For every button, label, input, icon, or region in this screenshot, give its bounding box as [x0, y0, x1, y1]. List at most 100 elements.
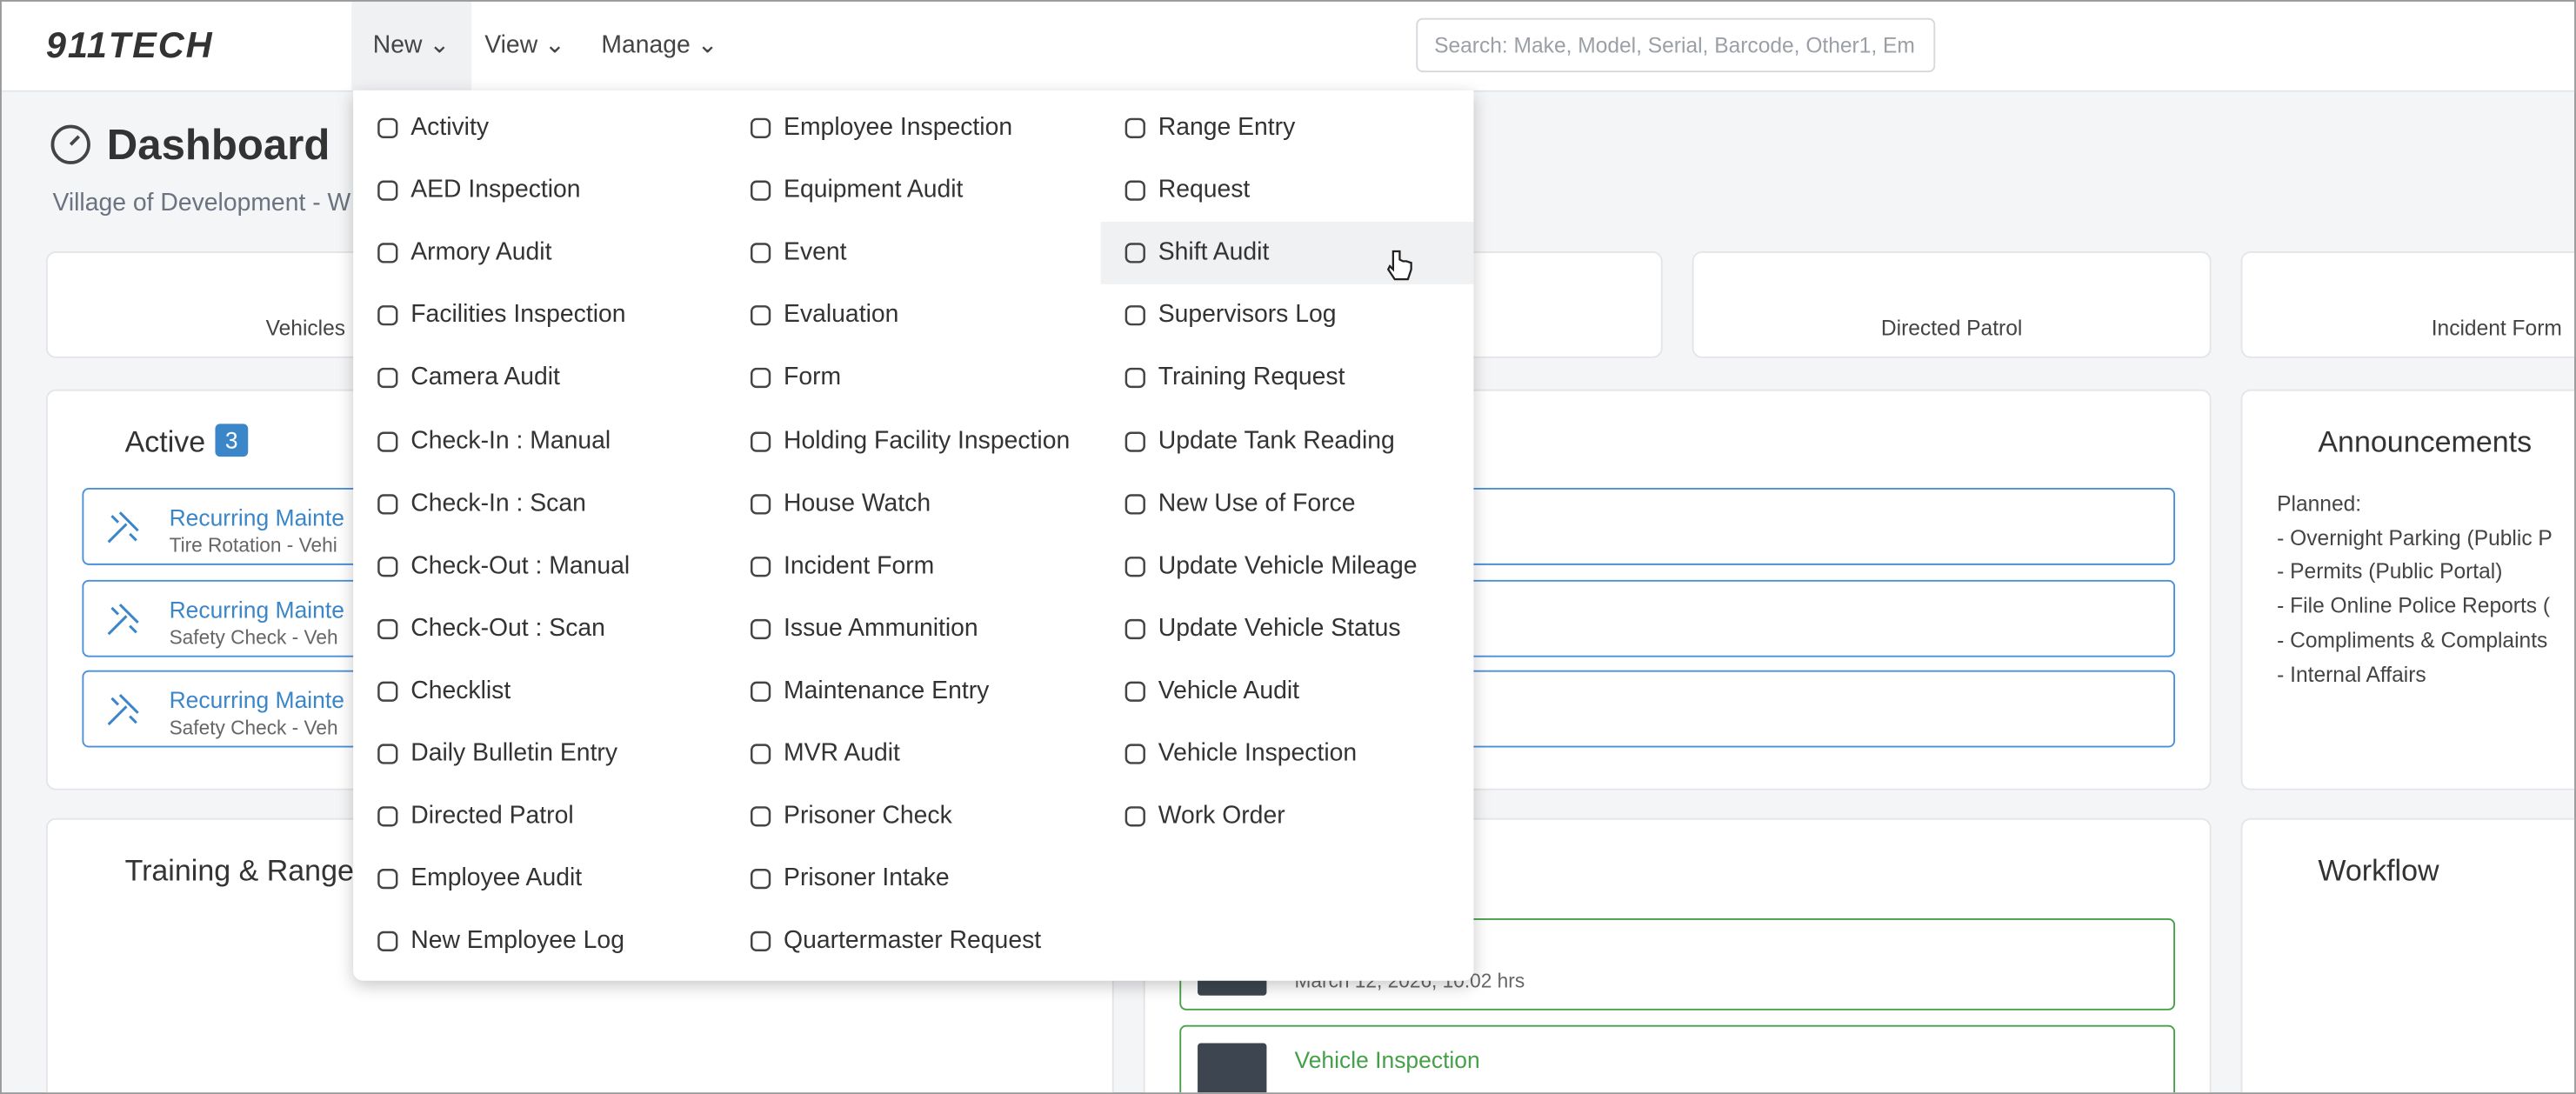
- menu-item[interactable]: Update Vehicle Mileage: [1101, 535, 1474, 597]
- menu-item[interactable]: Activity: [353, 97, 726, 159]
- menu-item-label[interactable]: Update Tank Reading: [1158, 426, 1395, 455]
- menu-item-label[interactable]: Range Entry: [1158, 113, 1296, 142]
- menu-item-label[interactable]: Check-Out : Manual: [410, 551, 631, 580]
- menu-item-label[interactable]: Directed Patrol: [410, 802, 574, 831]
- menu-item-label[interactable]: Vehicle Audit: [1158, 677, 1300, 705]
- menu-item[interactable]: Holding Facility Inspection: [726, 410, 1099, 472]
- menu-item[interactable]: Vehicle Audit: [1101, 660, 1474, 723]
- menu-item-label[interactable]: AED Inspection: [410, 176, 581, 204]
- menu-item[interactable]: Daily Bulletin Entry: [353, 723, 726, 785]
- tile[interactable]: Incident Form: [2240, 251, 2575, 358]
- tile[interactable]: Directed Patrol: [1692, 251, 2212, 358]
- menu-item[interactable]: Form: [726, 347, 1099, 410]
- menu-item-label[interactable]: Camera Audit: [410, 364, 560, 392]
- menu-item-label[interactable]: Employee Audit: [410, 864, 583, 893]
- menu-item[interactable]: Quartermaster Request: [726, 911, 1099, 973]
- menu-item-label[interactable]: Check-Out : Scan: [410, 614, 605, 643]
- menu-item-label[interactable]: Supervisors Log: [1158, 301, 1337, 330]
- menu-item[interactable]: Employee Audit: [353, 848, 726, 911]
- menu-item[interactable]: Employee Inspection: [726, 97, 1099, 159]
- menu-item[interactable]: Checklist: [353, 660, 726, 723]
- menu-item-label[interactable]: Training Request: [1158, 364, 1345, 392]
- menu-item-label[interactable]: Quartermaster Request: [784, 926, 1042, 956]
- menu-item[interactable]: Directed Patrol: [353, 785, 726, 848]
- menu-item[interactable]: Request: [1101, 159, 1474, 222]
- menu-item-label[interactable]: Update Vehicle Mileage: [1158, 551, 1418, 580]
- menu-item-label[interactable]: Update Vehicle Status: [1158, 614, 1401, 643]
- tile-label[interactable]: Incident Form: [2431, 315, 2562, 341]
- menu-item[interactable]: House Watch: [726, 472, 1099, 535]
- menu-item[interactable]: Check-In : Manual: [353, 410, 726, 472]
- menu-item[interactable]: Prisoner Intake: [726, 848, 1099, 911]
- menu-item-label[interactable]: Vehicle Inspection: [1158, 739, 1358, 768]
- menu-item[interactable]: Maintenance Entry: [726, 660, 1099, 723]
- menu-item[interactable]: Training Request: [1101, 347, 1474, 410]
- menu-item-label[interactable]: Holding Facility Inspection: [784, 426, 1071, 455]
- menu-item-label[interactable]: Prisoner Intake: [784, 864, 950, 893]
- menu-item[interactable]: Equipment Audit: [726, 159, 1099, 222]
- search-input[interactable]: Search: Make, Model, Serial, Barcode, Ot…: [1416, 17, 1936, 73]
- menu-item[interactable]: Check-In : Scan: [353, 472, 726, 535]
- tile-label[interactable]: Directed Patrol: [1880, 315, 2023, 341]
- menu-item-label[interactable]: Work Order: [1158, 802, 1285, 831]
- menu-icon: [750, 493, 771, 514]
- menu-item-label[interactable]: Maintenance Entry: [784, 677, 990, 705]
- menu-icon: [750, 869, 771, 890]
- menu-item[interactable]: Evaluation: [726, 284, 1099, 347]
- menu-item[interactable]: Check-Out : Scan: [353, 597, 726, 660]
- menu-item-label[interactable]: Equipment Audit: [784, 176, 964, 204]
- menu-item-label[interactable]: Employee Inspection: [784, 113, 1013, 142]
- item-title[interactable]: Vehicle Inspection: [1294, 1046, 1480, 1073]
- menu-item-label[interactable]: Issue Ammunition: [784, 614, 978, 643]
- menu-item-label[interactable]: Check-In : Scan: [410, 489, 586, 517]
- menu-item-label[interactable]: New Use of Force: [1158, 489, 1356, 517]
- menu-item[interactable]: Update Tank Reading: [1101, 410, 1474, 472]
- menu-item[interactable]: Armory Audit: [353, 222, 726, 284]
- menu-item[interactable]: Vehicle Inspection: [1101, 723, 1474, 785]
- menu-item[interactable]: Prisoner Check: [726, 785, 1099, 848]
- nav-view[interactable]: View ⌄: [484, 30, 565, 60]
- menu-item-label[interactable]: Event: [784, 238, 847, 267]
- logo[interactable]: 911TECH: [45, 24, 214, 66]
- menu-item[interactable]: Issue Ammunition: [726, 597, 1099, 660]
- menu-item[interactable]: MVR Audit: [726, 723, 1099, 785]
- nav-new[interactable]: New ⌄: [351, 1, 471, 90]
- menu-item-label[interactable]: Checklist: [410, 677, 511, 705]
- menu-item-label[interactable]: Activity: [410, 113, 490, 142]
- menu-item[interactable]: Camera Audit: [353, 347, 726, 410]
- menu-item-label[interactable]: House Watch: [784, 489, 931, 517]
- menu-item[interactable]: New Use of Force: [1101, 472, 1474, 535]
- item-title[interactable]: Recurring Mainte: [169, 686, 344, 713]
- menu-item-label[interactable]: Shift Audit: [1158, 238, 1270, 267]
- menu-item-label[interactable]: Check-In : Manual: [410, 426, 611, 455]
- menu-item[interactable]: Work Order: [1101, 785, 1474, 848]
- nav-label[interactable]: New: [372, 30, 423, 60]
- menu-item-label[interactable]: Evaluation: [784, 301, 899, 330]
- menu-item[interactable]: Facilities Inspection: [353, 284, 726, 347]
- menu-item-label[interactable]: Form: [784, 364, 842, 392]
- menu-item[interactable]: Shift Audit: [1100, 222, 1474, 285]
- menu-item-label[interactable]: Incident Form: [784, 551, 935, 580]
- nav-manage[interactable]: Manage ⌄: [601, 30, 718, 60]
- menu-item[interactable]: AED Inspection: [353, 159, 726, 222]
- item-title[interactable]: Recurring Mainte: [169, 504, 344, 531]
- nav-label[interactable]: Manage: [601, 30, 691, 60]
- inspection-item[interactable]: Vehicle Inspection: [1179, 1024, 2176, 1093]
- menu-item-label[interactable]: Armory Audit: [410, 238, 552, 267]
- menu-item[interactable]: Incident Form: [726, 535, 1099, 597]
- menu-item-label[interactable]: Facilities Inspection: [410, 301, 626, 330]
- menu-item[interactable]: Event: [726, 222, 1099, 284]
- nav-label[interactable]: View: [484, 30, 538, 60]
- item-title[interactable]: Recurring Mainte: [169, 595, 344, 622]
- menu-item[interactable]: New Employee Log: [353, 911, 726, 973]
- menu-item[interactable]: Range Entry: [1101, 97, 1474, 159]
- menu-item[interactable]: Check-Out : Manual: [353, 535, 726, 597]
- menu-item-label[interactable]: Request: [1158, 176, 1251, 204]
- tile-label[interactable]: Vehicles: [265, 315, 346, 341]
- menu-item-label[interactable]: Daily Bulletin Entry: [410, 739, 618, 768]
- menu-item-label[interactable]: MVR Audit: [784, 739, 900, 768]
- menu-item-label[interactable]: New Employee Log: [410, 926, 624, 956]
- menu-item-label[interactable]: Prisoner Check: [784, 802, 952, 831]
- menu-item[interactable]: Supervisors Log: [1101, 284, 1474, 347]
- menu-item[interactable]: Update Vehicle Status: [1101, 597, 1474, 660]
